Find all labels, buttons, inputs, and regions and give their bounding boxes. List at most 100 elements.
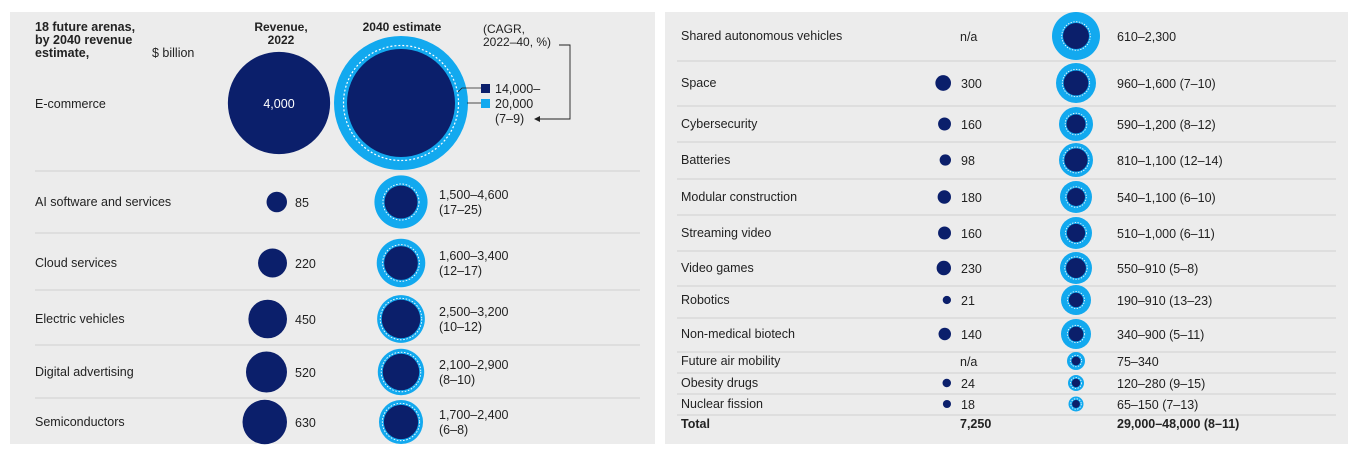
estimate-range-obesity-drugs: 120–280 — [1117, 377, 1166, 391]
estimate-low-bubble-obesity-drugs — [1071, 378, 1081, 388]
chart-background — [10, 12, 1348, 444]
row-name-streaming-video: Streaming video — [681, 226, 771, 240]
row-name-cloud-services: Cloud services — [35, 256, 117, 270]
estimate-low-bubble-non-medical-biotech — [1068, 326, 1084, 342]
cagr-label-streaming-video: (6–11) — [1176, 227, 1215, 241]
estimate-low-bubble-modular-construction — [1067, 188, 1085, 206]
estimate-range-nuclear-fission: 65–150 — [1117, 398, 1159, 412]
row-name-semiconductors: Semiconductors — [35, 415, 125, 429]
row-name-batteries: Batteries — [681, 153, 730, 167]
revenue-label-non-medical-biotech: 140 — [961, 328, 982, 342]
estimate-label-nuclear-fission: 65–150 (7–13) — [1117, 398, 1198, 412]
row-name-e-commerce: E-commerce — [35, 97, 106, 111]
estimate-low-bubble-streaming-video — [1066, 223, 1086, 243]
revenue-label-cybersecurity: 160 — [961, 118, 982, 132]
estimate-range-non-medical-biotech: 340–900 — [1117, 328, 1166, 342]
revenue-label-future-air-mobility: n/a — [960, 355, 977, 369]
revenue-label-obesity-drugs: 24 — [961, 377, 975, 391]
estimate-low-bubble-space — [1063, 70, 1089, 96]
estimate-label-robotics: 190–910 (13–23) — [1117, 294, 1212, 308]
total-estimate-range: 29,000–48,000 — [1117, 417, 1200, 431]
revenue-bubble-e-commerce — [227, 51, 331, 155]
row-name-ai-software-and-services: AI software and services — [35, 195, 171, 209]
estimate-ring-future-air-mobility — [1069, 354, 1083, 368]
revenue-bubble-video-games — [936, 260, 951, 276]
estimate-label-streaming-video: 510–1,000 (6–11) — [1117, 227, 1215, 241]
chart-marks — [227, 12, 1100, 445]
estimate-low-bubble-cloud-services — [384, 246, 418, 280]
estimate-range-robotics: 190–910 — [1117, 294, 1166, 308]
revenue-label-cloud-services: 220 — [295, 257, 316, 271]
cagr-label-ai-software-and-services: (17–25) — [439, 203, 482, 217]
estimate-ring-streaming-video — [1065, 222, 1087, 244]
revenue-label-electric-vehicles: 450 — [295, 313, 316, 327]
estimate-label-cybersecurity: 590–1,200 (8–12) — [1117, 118, 1216, 132]
left-panel — [10, 12, 655, 444]
estimate-ring-space — [1061, 68, 1091, 98]
revenue-label-robotics: 21 — [961, 294, 975, 308]
cagr-column-header: (CAGR, — [483, 22, 525, 36]
estimate-ring-e-commerce — [342, 44, 460, 162]
estimate-low-bubble-semiconductors — [383, 404, 419, 440]
estimate-label-cloud-services: 1,600–3,400 — [439, 249, 509, 263]
estimate-label-shared-autonomous-vehicles: 610–2,300 — [1117, 30, 1176, 44]
estimate-low-bubble-future-air-mobility — [1071, 356, 1081, 366]
estimate-low-bubble-robotics — [1068, 292, 1084, 308]
legend-low-leader — [457, 87, 481, 93]
revenue-bubble-nuclear-fission — [942, 399, 951, 409]
estimate-low-bubble-video-games — [1066, 258, 1086, 278]
row-name-nuclear-fission: Nuclear fission — [681, 397, 763, 411]
estimate-label-obesity-drugs: 120–280 (9–15) — [1117, 377, 1205, 391]
estimate-low-bubble-ai-software-and-services — [384, 185, 418, 219]
estimate-low-bubble-e-commerce — [347, 49, 455, 157]
estimate-low-bubble-electric-vehicles — [381, 299, 421, 339]
revenue-bubble-streaming-video — [938, 226, 952, 240]
estimate-range-streaming-video: 510–1,000 — [1117, 227, 1176, 241]
revenue-label-nuclear-fission: 18 — [961, 398, 975, 412]
estimate-label-modular-construction: 540–1,100 (6–10) — [1117, 191, 1216, 205]
estimate-label-batteries: 810–1,100 (12–14) — [1117, 154, 1223, 168]
cagr-label-digital-advertising: (8–10) — [439, 373, 475, 387]
estimate-ring-modular-construction — [1065, 186, 1087, 208]
cagr-column-header: 2022–40, %) — [483, 35, 551, 49]
chart-text: 18 future arenas,by 2040 revenueestimate… — [35, 20, 1239, 437]
revenue-bubble-batteries — [939, 154, 951, 166]
header-title-line: by 2040 revenue — [35, 33, 132, 47]
revenue-bubble-cybersecurity — [938, 117, 952, 131]
cagr-label-batteries: (12–14) — [1176, 154, 1223, 168]
cagr-label-cybersecurity: (8–12) — [1176, 118, 1216, 132]
row-name-modular-construction: Modular construction — [681, 190, 797, 204]
revenue-bubble-space — [935, 75, 951, 91]
revenue-column-header: Revenue, — [254, 20, 307, 34]
estimate-low-bubble-digital-advertising — [382, 353, 420, 391]
estimate-label-ai-software-and-services: 1,500–4,600 — [439, 188, 509, 202]
cagr-label-video-games: (5–8) — [1166, 262, 1199, 276]
estimate-ring-ai-software-and-services — [382, 183, 420, 221]
estimate-low-bubble-batteries — [1064, 148, 1088, 172]
cagr-label-non-medical-biotech: (5–11) — [1166, 328, 1205, 342]
legend-cagr-label: (7–9) — [495, 112, 524, 126]
estimate-ring-electric-vehicles — [379, 297, 423, 341]
cagr-label-nuclear-fission: (7–13) — [1159, 398, 1199, 412]
estimate-ring-cloud-services — [382, 244, 420, 282]
revenue-bubble-electric-vehicles — [248, 299, 287, 339]
row-name-electric-vehicles: Electric vehicles — [35, 312, 125, 326]
estimate-ring-shared-autonomous-vehicles — [1061, 21, 1091, 51]
estimate-range-modular-construction: 540–1,100 — [1117, 191, 1176, 205]
revenue-label-shared-autonomous-vehicles: n/a — [960, 30, 977, 44]
estimate-ring-batteries — [1062, 146, 1090, 174]
legend-high-swatch — [481, 99, 490, 108]
estimate-ring-nuclear-fission — [1070, 398, 1082, 410]
estimate-ring-digital-advertising — [380, 351, 422, 393]
revenue-bubble-modular-construction — [937, 190, 951, 204]
revenue-label-e-commerce: 4,000 — [263, 97, 294, 111]
estimate-low-bubble-nuclear-fission — [1072, 400, 1080, 408]
header-title-line: 18 future arenas, — [35, 20, 135, 34]
estimate-label-space: 960–1,600 (7–10) — [1117, 77, 1216, 91]
total-revenue-label: 7,250 — [960, 417, 991, 431]
cagr-label-semiconductors: (6–8) — [439, 423, 468, 437]
estimate-ring-video-games — [1064, 256, 1088, 280]
legend-low-swatch — [481, 84, 490, 93]
right-panel — [665, 12, 1348, 444]
cagr-label-robotics: (13–23) — [1166, 294, 1213, 308]
